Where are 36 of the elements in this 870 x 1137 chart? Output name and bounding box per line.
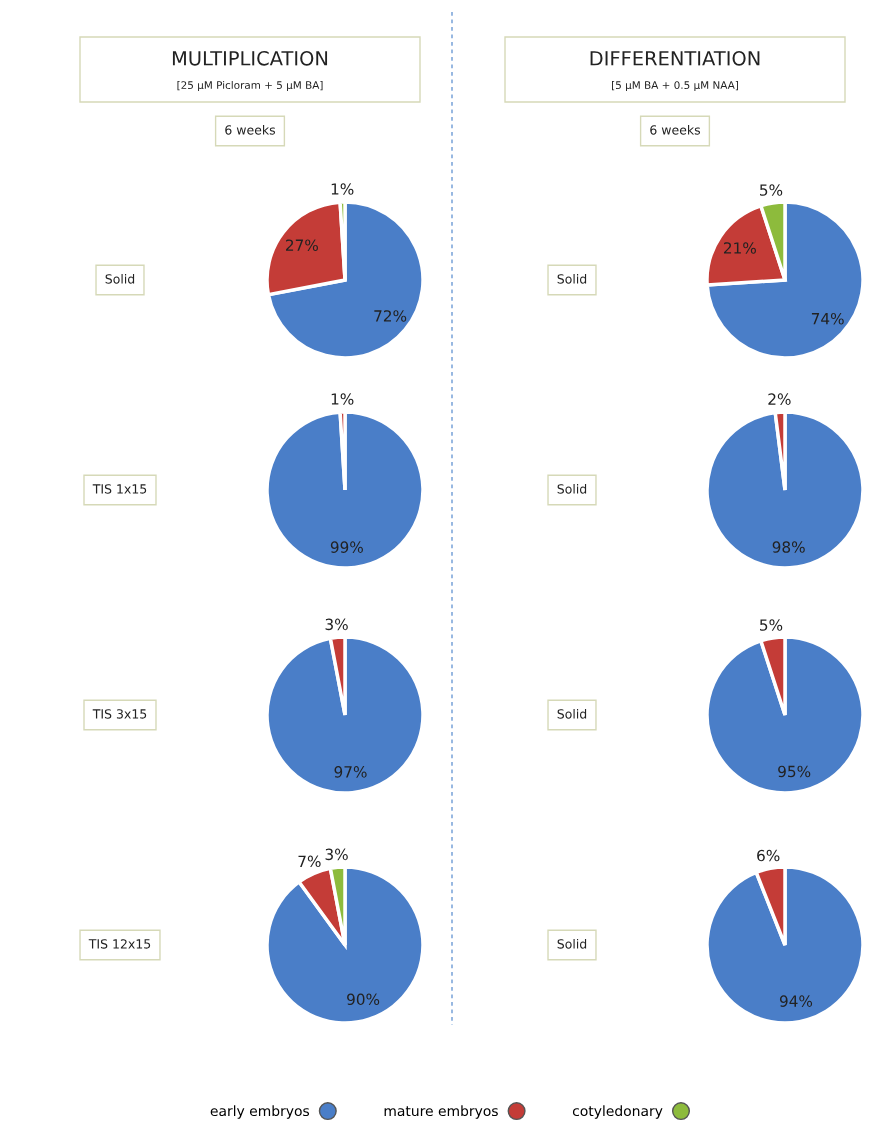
data-label: 3% [325,848,348,861]
data-label: 97% [334,766,367,778]
data-label: 21% [723,242,756,254]
text: Solid [557,483,587,494]
data-label: 7% [298,855,321,868]
data-label: 94% [779,995,813,1007]
text: DIFFERENTIATION [590,50,760,66]
text: TIS 1x15 [92,484,147,494]
data-label: 72% [374,310,407,322]
data-label: 95% [778,765,811,778]
text: TIS 3x15 [92,709,147,719]
legend-label: cotyledonary [572,1105,663,1119]
data-label: 5% [760,619,783,631]
legend-label: mature embryos [384,1105,498,1119]
text: 6 weeks [225,124,276,135]
text: Solid [557,273,587,284]
data-label: 1% [331,393,354,405]
text: [5 µM BA + 0.5 µM NAA] [612,80,738,92]
text: Solid [557,938,587,949]
legend-label: early embryos [210,1105,310,1119]
text: TIS 12x15 [88,939,151,949]
data-label: 1% [331,183,354,195]
data-label: 90% [347,993,380,1006]
data-label: 99% [330,541,363,553]
text: 6 weeks [650,124,701,135]
data-label: 3% [325,618,348,631]
data-label: 27% [286,239,318,251]
data-label: 74% [811,312,844,325]
data-label: 98% [772,541,805,553]
text: [25 µM Picloram + 5 µM BA] [177,80,323,92]
data-label: 2% [768,393,791,405]
text: Solid [105,273,135,284]
text: Solid [557,708,587,719]
data-label: 6% [757,849,780,862]
text: MULTIPLICATION [172,50,328,66]
data-label: 5% [760,184,783,196]
